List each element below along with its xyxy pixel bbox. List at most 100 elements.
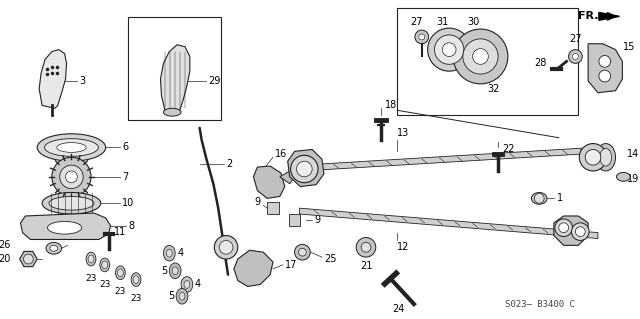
Text: S023– B3400 C: S023– B3400 C bbox=[505, 300, 575, 308]
Polygon shape bbox=[253, 166, 285, 198]
Circle shape bbox=[534, 194, 544, 203]
Text: 18: 18 bbox=[385, 100, 397, 110]
Text: 23: 23 bbox=[115, 287, 126, 296]
Circle shape bbox=[52, 157, 91, 197]
Text: 4: 4 bbox=[195, 279, 201, 289]
Circle shape bbox=[361, 242, 371, 252]
Polygon shape bbox=[288, 149, 324, 187]
Text: 25: 25 bbox=[324, 254, 337, 264]
Polygon shape bbox=[280, 171, 294, 184]
Text: FR.: FR. bbox=[579, 11, 599, 21]
Circle shape bbox=[599, 56, 611, 67]
Ellipse shape bbox=[86, 252, 96, 266]
Ellipse shape bbox=[179, 292, 185, 300]
Ellipse shape bbox=[184, 281, 190, 288]
Text: 29: 29 bbox=[209, 76, 221, 86]
Circle shape bbox=[435, 35, 464, 64]
Text: 15: 15 bbox=[623, 42, 636, 52]
Text: 11: 11 bbox=[113, 226, 126, 237]
Ellipse shape bbox=[163, 245, 175, 261]
Circle shape bbox=[579, 144, 607, 171]
Text: 10: 10 bbox=[122, 198, 134, 208]
Polygon shape bbox=[588, 44, 622, 93]
Circle shape bbox=[214, 235, 238, 259]
Text: 14: 14 bbox=[627, 149, 639, 159]
Polygon shape bbox=[599, 12, 620, 20]
Text: 30: 30 bbox=[467, 17, 480, 27]
Polygon shape bbox=[234, 250, 273, 286]
Text: 31: 31 bbox=[436, 17, 449, 27]
Text: 22: 22 bbox=[502, 145, 515, 154]
Ellipse shape bbox=[57, 143, 86, 152]
Circle shape bbox=[428, 28, 470, 71]
Ellipse shape bbox=[88, 255, 94, 263]
Ellipse shape bbox=[42, 192, 101, 214]
Ellipse shape bbox=[37, 134, 106, 161]
Ellipse shape bbox=[596, 144, 616, 171]
Text: 23: 23 bbox=[85, 274, 97, 283]
Ellipse shape bbox=[176, 288, 188, 304]
Polygon shape bbox=[161, 45, 190, 112]
Polygon shape bbox=[20, 251, 37, 267]
Ellipse shape bbox=[49, 197, 94, 210]
Text: 27: 27 bbox=[411, 17, 423, 27]
Text: 28: 28 bbox=[534, 58, 547, 68]
Text: 26: 26 bbox=[0, 240, 11, 250]
Ellipse shape bbox=[531, 192, 547, 204]
FancyArrowPatch shape bbox=[602, 13, 614, 20]
Circle shape bbox=[585, 149, 601, 165]
Text: 5: 5 bbox=[161, 266, 167, 276]
Text: 7: 7 bbox=[122, 172, 129, 182]
Ellipse shape bbox=[117, 269, 124, 277]
Ellipse shape bbox=[102, 261, 108, 269]
Text: 1: 1 bbox=[557, 193, 563, 204]
Text: 23: 23 bbox=[131, 294, 141, 303]
Text: 13: 13 bbox=[397, 128, 410, 138]
Circle shape bbox=[555, 219, 572, 236]
Circle shape bbox=[559, 223, 568, 233]
Circle shape bbox=[572, 223, 589, 241]
Circle shape bbox=[473, 49, 488, 64]
Text: 21: 21 bbox=[360, 261, 372, 271]
Bar bbox=[397, 8, 579, 115]
Text: 19: 19 bbox=[627, 174, 639, 184]
Text: 8: 8 bbox=[128, 221, 134, 231]
Circle shape bbox=[572, 54, 579, 59]
Text: 9: 9 bbox=[314, 215, 320, 225]
Bar bbox=[289, 214, 300, 226]
Circle shape bbox=[291, 155, 318, 183]
Bar bbox=[128, 17, 221, 120]
Text: 27: 27 bbox=[569, 34, 582, 44]
Circle shape bbox=[419, 34, 425, 40]
Circle shape bbox=[463, 39, 498, 74]
Circle shape bbox=[568, 50, 582, 63]
Text: 17: 17 bbox=[285, 260, 297, 270]
Circle shape bbox=[60, 165, 83, 189]
Circle shape bbox=[24, 254, 33, 264]
Ellipse shape bbox=[181, 277, 193, 292]
Text: 3: 3 bbox=[79, 76, 85, 86]
Text: 9: 9 bbox=[254, 197, 260, 207]
Circle shape bbox=[599, 70, 611, 82]
Ellipse shape bbox=[47, 221, 82, 234]
Ellipse shape bbox=[133, 276, 139, 284]
Circle shape bbox=[294, 244, 310, 260]
Ellipse shape bbox=[172, 267, 178, 275]
Ellipse shape bbox=[166, 249, 172, 257]
Polygon shape bbox=[319, 147, 593, 170]
Ellipse shape bbox=[100, 258, 109, 272]
Ellipse shape bbox=[616, 173, 630, 181]
Ellipse shape bbox=[45, 139, 99, 156]
Ellipse shape bbox=[163, 108, 181, 116]
Ellipse shape bbox=[115, 266, 125, 279]
Text: 12: 12 bbox=[397, 242, 410, 252]
Text: 23: 23 bbox=[99, 279, 111, 289]
Text: 6: 6 bbox=[122, 143, 129, 152]
Text: 4: 4 bbox=[177, 248, 183, 258]
Circle shape bbox=[220, 241, 233, 254]
Ellipse shape bbox=[50, 245, 58, 251]
Text: 32: 32 bbox=[487, 84, 500, 94]
Circle shape bbox=[442, 43, 456, 56]
Polygon shape bbox=[39, 50, 67, 108]
Circle shape bbox=[296, 161, 312, 177]
